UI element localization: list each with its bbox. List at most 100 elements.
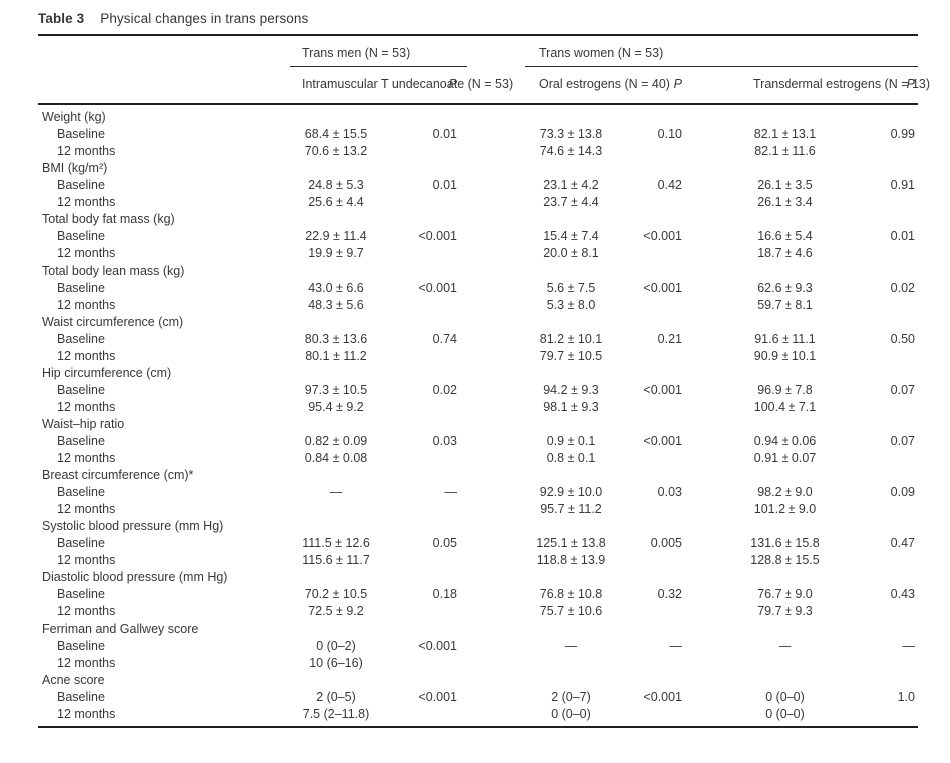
cell-p-trans-men: 0.18 [432,587,457,602]
column-header-p-1: P [448,77,457,92]
row-label: 12 months [57,502,116,517]
row-label: Baseline [57,587,105,602]
column-header-intramuscular-t: Intramuscular T undecanoate (N = 53) [302,77,514,92]
cell-value-transdermal: 100.4 ± 7.1 [753,399,817,414]
table-row: Baseline 24.8 ± 5.3 0.01 23.1 ± 4.2 0.42 26.1… [38,177,918,194]
cell-value-oral: 23.7 ± 4.4 [543,195,599,210]
cell-value-transdermal: 90.9 ± 10.1 [753,348,817,363]
cell-p-oral: 0.03 [657,485,682,500]
table-row: 12 months 115.6 ± 11.7 118.8 ± 13.9 128.8 ±… [38,552,918,569]
cell-value-oral: 79.7 ± 10.5 [539,348,603,363]
row-label: 12 months [57,195,116,210]
table-content: Table 3 Physical changes in trans persons… [38,0,931,728]
cell-value-trans-men: 70.2 ± 10.5 [304,587,368,602]
section-row: Total body lean mass (kg) [38,263,918,280]
table-row: Baseline 43.0 ± 6.6 <0.001 5.6 ± 7.5 <0.001 6… [38,280,918,297]
cell-p-transdermal: 0.07 [890,433,915,448]
section-header: Waist–hip ratio [42,416,125,431]
cell-value-oral: 94.2 ± 9.3 [543,382,599,397]
section-header: Total body fat mass (kg) [42,212,175,227]
section-row: Acne score [38,672,918,689]
row-label: Baseline [57,280,105,295]
table-body: Weight (kg) Baseline 68.4 ± 15.5 0.01 73.3 ±… [38,105,918,726]
cell-p-trans-men: 0.01 [432,127,457,142]
cell-value-transdermal: 0.94 ± 0.06 [753,433,817,448]
section-header: Total body lean mass (kg) [42,263,185,278]
section-row: Total body fat mass (kg) [38,211,918,228]
cell-value-trans-men: 24.8 ± 5.3 [308,178,364,193]
column-header-p-2: P [673,77,682,92]
table-row: Baseline — — 92.9 ± 10.0 0.03 98.2 ± 9.0 0.09 [38,484,918,501]
table-row: Baseline 0.82 ± 0.09 0.03 0.9 ± 0.1 <0.001 0.… [38,433,918,450]
group-header-trans-men: Trans men (N = 53) [290,45,467,68]
cell-p-transdermal: 0.43 [890,587,915,602]
row-label: Baseline [57,536,105,551]
cell-value-transdermal: 62.6 ± 9.3 [757,280,813,295]
row-label: 12 months [57,604,116,619]
section-row: Hip circumference (cm) [38,365,918,382]
row-label: 12 months [57,451,116,466]
table-row: Baseline 97.3 ± 10.5 0.02 94.2 ± 9.3 <0.001 9… [38,382,918,399]
cell-p-oral: 0.005 [650,536,682,551]
cell-value-oral: 74.6 ± 14.3 [539,144,603,159]
cell-value-trans-men: 68.4 ± 15.5 [304,127,368,142]
table-row: 12 months 80.1 ± 11.2 79.7 ± 10.5 90.9 ± 10… [38,348,918,365]
cell-value-oral: 5.3 ± 8.0 [546,297,596,312]
section-header: Systolic blood pressure (mm Hg) [42,519,224,534]
cell-value-oral: 98.1 ± 9.3 [543,399,599,414]
table-row: 12 months 19.9 ± 9.7 20.0 ± 8.1 18.7 ± 4.6 [38,245,918,262]
table-caption: Table 3 Physical changes in trans persons [38,0,918,34]
cell-value-trans-men: 7.5 (2–11.8) [302,706,370,721]
section-header: Weight (kg) [42,110,106,125]
row-label: Baseline [57,485,105,500]
table-row: Baseline 0 (0–2) <0.001 — — — — [38,638,918,655]
table-row: 12 months 0.84 ± 0.08 0.8 ± 0.1 0.91 ± 0.07 [38,450,918,467]
cell-value-trans-men: 0.84 ± 0.08 [304,451,368,466]
cell-value-trans-men: — [329,485,343,500]
cell-value-oral: 75.7 ± 10.6 [539,604,603,619]
rule-bottom [38,725,918,728]
cell-p-trans-men: 0.03 [432,433,457,448]
cell-value-oral: — [564,638,578,653]
table-row: Baseline 70.2 ± 10.5 0.18 76.8 ± 10.8 0.32 76… [38,586,918,603]
column-header-p-3: P [906,77,915,92]
cell-value-trans-men: 22.9 ± 11.4 [305,229,367,244]
cell-value-oral: 73.3 ± 13.8 [539,127,603,142]
table-row: 12 months 10 (6–16) [38,655,918,672]
column-header-transdermal-estrogens: Transdermal estrogens (N = 13) [753,77,931,92]
section-header: Breast circumference (cm)* [42,468,194,483]
cell-value-oral: 23.1 ± 4.2 [543,178,599,193]
cell-p-oral: <0.001 [643,689,682,704]
section-row: Waist–hip ratio [38,416,918,433]
section-header: Diastolic blood pressure (mm Hg) [42,570,228,585]
row-label: 12 months [57,655,116,670]
cell-value-trans-men: 19.9 ± 9.7 [308,246,364,261]
cell-value-transdermal: 101.2 ± 9.0 [753,502,817,517]
cell-value-trans-men: 10 (6–16) [309,655,363,670]
cell-value-oral: 0.9 ± 0.1 [546,433,596,448]
section-row: Systolic blood pressure (mm Hg) [38,518,918,535]
cell-value-transdermal: 59.7 ± 8.1 [757,297,813,312]
cell-p-oral: — [669,638,683,653]
table-row: Baseline 80.3 ± 13.6 0.74 81.2 ± 10.1 0.21 91… [38,331,918,348]
cell-value-oral: 15.4 ± 7.4 [543,229,599,244]
cell-value-oral: 0 (0–0) [551,706,591,721]
column-header-oral-estrogens: Oral estrogens (N = 40) [539,77,670,92]
cell-value-oral: 81.2 ± 10.1 [539,331,603,346]
section-header: Acne score [42,672,105,687]
table-row: 12 months 95.4 ± 9.2 98.1 ± 9.3 100.4 ± 7.1 [38,399,918,416]
cell-p-trans-men: <0.001 [418,280,457,295]
cell-p-trans-men: 0.05 [432,536,457,551]
cell-p-transdermal: 0.07 [890,382,915,397]
cell-p-oral: 0.42 [657,178,682,193]
table-row: Baseline 68.4 ± 15.5 0.01 73.3 ± 13.8 0.10 82… [38,126,918,143]
cell-value-transdermal: 91.6 ± 11.1 [754,331,816,346]
section-header: Ferriman and Gallwey score [42,621,199,636]
cell-value-oral: 118.8 ± 13.9 [536,553,606,568]
cell-value-trans-men: 80.1 ± 11.2 [305,348,367,363]
row-label: 12 months [57,246,116,261]
column-header-row: Intramuscular T undecanoate (N = 53) P O… [38,76,931,103]
table-header: Trans men (N = 53) Trans women (N = 53) … [38,36,931,103]
section-row: BMI (kg/m²) [38,160,918,177]
cell-value-transdermal: 26.1 ± 3.4 [757,195,813,210]
